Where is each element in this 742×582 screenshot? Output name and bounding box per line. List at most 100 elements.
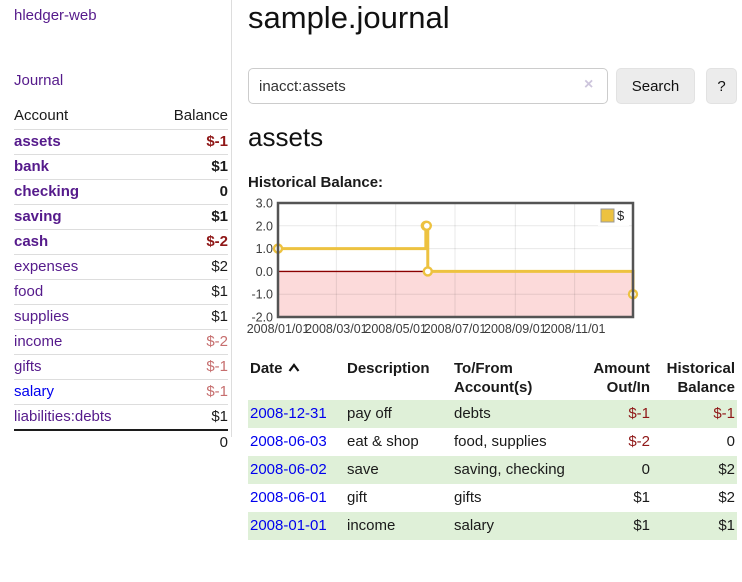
account-link[interactable]: supplies <box>14 308 70 325</box>
account-row: assets $-1 <box>14 129 228 155</box>
sidebar-item-journal[interactable]: Journal <box>14 72 64 89</box>
x-axis-tick-label: 2008/05/01 <box>364 322 427 336</box>
account-link[interactable]: liabilities:debts <box>14 408 112 425</box>
x-axis-tick-label: 2008/07/01 <box>424 322 487 336</box>
transaction-accounts: debts <box>454 405 491 422</box>
register-header-row: Date Description To/From Account(s) Amou… <box>248 356 737 400</box>
accounts-table-header: Account Balance <box>14 103 228 130</box>
transaction-description: eat & shop <box>347 433 419 450</box>
transaction-balance: $2 <box>718 489 735 506</box>
account-link[interactable]: income <box>14 333 63 350</box>
clear-search-icon[interactable]: × <box>584 76 594 93</box>
account-balance: $-2 <box>206 233 228 250</box>
transaction-description: pay off <box>347 405 392 422</box>
y-axis-tick-label: 2.0 <box>256 219 273 233</box>
search-button[interactable]: Search <box>616 68 695 104</box>
account-link[interactable]: saving <box>14 208 62 225</box>
accounts-column-header: To/From Account(s) <box>454 360 533 396</box>
account-link[interactable]: expenses <box>14 258 79 275</box>
transaction-amount: $-1 <box>628 405 650 422</box>
transaction-amount: $-2 <box>628 433 650 450</box>
account-row: supplies $1 <box>14 304 228 330</box>
account-balance: $-1 <box>206 358 228 375</box>
register-row: 2008-06-02 save saving, checking 0 $2 <box>248 456 737 484</box>
page-title: sample.journal <box>248 0 450 35</box>
description-column-header: Description <box>347 360 430 377</box>
accounts-table: Account Balance assets $-1 bank $1 checking 0… <box>14 103 228 454</box>
transaction-balance: $1 <box>718 517 735 534</box>
account-link[interactable]: food <box>14 283 44 300</box>
account-link[interactable]: bank <box>14 158 50 175</box>
balance-column-header-register: Historical Balance <box>666 360 735 396</box>
account-balance: 0 <box>219 183 228 200</box>
account-row: cash $-2 <box>14 229 228 255</box>
negative-region <box>278 271 633 317</box>
transaction-accounts: food, supplies <box>454 433 547 450</box>
y-axis-tick-label: -2.0 <box>251 311 273 325</box>
account-row: gifts $-1 <box>14 354 228 380</box>
accounts-total-row: 0 <box>14 430 228 454</box>
transaction-balance: 0 <box>726 433 735 450</box>
account-link[interactable]: assets <box>14 133 61 150</box>
transaction-description: save <box>347 461 379 478</box>
account-balance: $1 <box>211 308 228 325</box>
account-balance: $-1 <box>206 133 228 150</box>
account-balance: $1 <box>211 208 228 225</box>
transaction-accounts: gifts <box>454 489 482 506</box>
register-row: 2008-01-01 income salary $1 $1 <box>248 512 737 540</box>
transaction-date-link[interactable]: 2008-06-02 <box>250 461 327 478</box>
account-row: saving $1 <box>14 204 228 230</box>
account-row: expenses $2 <box>14 254 228 280</box>
account-row: salary $-1 <box>14 379 228 405</box>
account-column-header: Account <box>14 107 69 124</box>
sort-ascending-icon <box>288 359 300 378</box>
account-row: checking 0 <box>14 179 228 205</box>
transaction-description: income <box>347 517 396 534</box>
register-row: 2008-06-01 gift gifts $1 $2 <box>248 484 737 512</box>
account-row: income $-2 <box>14 329 228 355</box>
app-brand-link[interactable]: hledger-web <box>14 7 97 24</box>
historical-balance-chart[interactable]: $3.0 2.0 1.0 0.0 -1.0 -2.0 2008/01/01 2008/03/0… <box>247 197 640 342</box>
x-axis-tick-label: 2008/03/01 <box>305 322 368 336</box>
x-axis-tick-label: 2008/01/01 <box>247 322 310 336</box>
transaction-date-link[interactable]: 2008-01-01 <box>250 517 327 534</box>
chart-canvas: $3.0 2.0 1.0 0.0 -1.0 -2.02008/01/012008/03/0… <box>247 197 639 336</box>
transaction-accounts: saving, checking <box>454 461 565 478</box>
account-balance: $2 <box>211 258 228 275</box>
transaction-balance: $-1 <box>713 405 735 422</box>
plot-border <box>276 201 635 319</box>
account-link[interactable]: checking <box>14 183 80 200</box>
date-column-header[interactable]: Date <box>248 356 345 400</box>
x-axis-tick-label: 2008/11/01 <box>544 322 606 336</box>
account-link[interactable]: gifts <box>14 358 42 375</box>
account-balance: $-2 <box>206 333 228 350</box>
y-axis-tick-label: -1.0 <box>251 288 273 302</box>
transaction-date-link[interactable]: 2008-06-01 <box>250 489 327 506</box>
account-balance: $1 <box>211 158 228 175</box>
search-input[interactable] <box>248 68 608 104</box>
register-table: Date Description To/From Account(s) Amou… <box>248 356 737 540</box>
account-row: bank $1 <box>14 154 228 180</box>
account-link[interactable]: cash <box>14 233 49 250</box>
transaction-description: gift <box>347 489 368 506</box>
transaction-amount: $1 <box>633 517 650 534</box>
legend-label: $ <box>617 208 625 223</box>
help-button[interactable]: ? <box>706 68 737 104</box>
accounts-total-value: 0 <box>219 434 228 451</box>
chart-title: Historical Balance: <box>248 174 384 191</box>
transaction-date-link[interactable]: 2008-12-31 <box>250 405 327 422</box>
transaction-amount: $1 <box>633 489 650 506</box>
y-axis-tick-label: 3.0 <box>256 197 273 211</box>
register-row: 2008-12-31 pay off debts $-1 $-1 <box>248 400 737 428</box>
account-balance: $1 <box>211 408 228 425</box>
account-balance: $-1 <box>206 383 228 400</box>
y-axis-tick-label: 1.0 <box>256 242 273 256</box>
y-axis-tick-label: 0.0 <box>256 265 273 279</box>
transaction-date-link[interactable]: 2008-06-03 <box>250 433 327 450</box>
x-axis-tick-label: 2008/09/01 <box>484 322 547 336</box>
main-content: sample.journal × Search ? assets Histori… <box>247 0 742 582</box>
account-link[interactable]: salary <box>14 383 55 400</box>
amount-column-header: Amount Out/In <box>593 360 650 396</box>
register-row: 2008-06-03 eat & shop food, supplies $-2 0 <box>248 428 737 456</box>
account-heading: assets <box>248 122 324 152</box>
